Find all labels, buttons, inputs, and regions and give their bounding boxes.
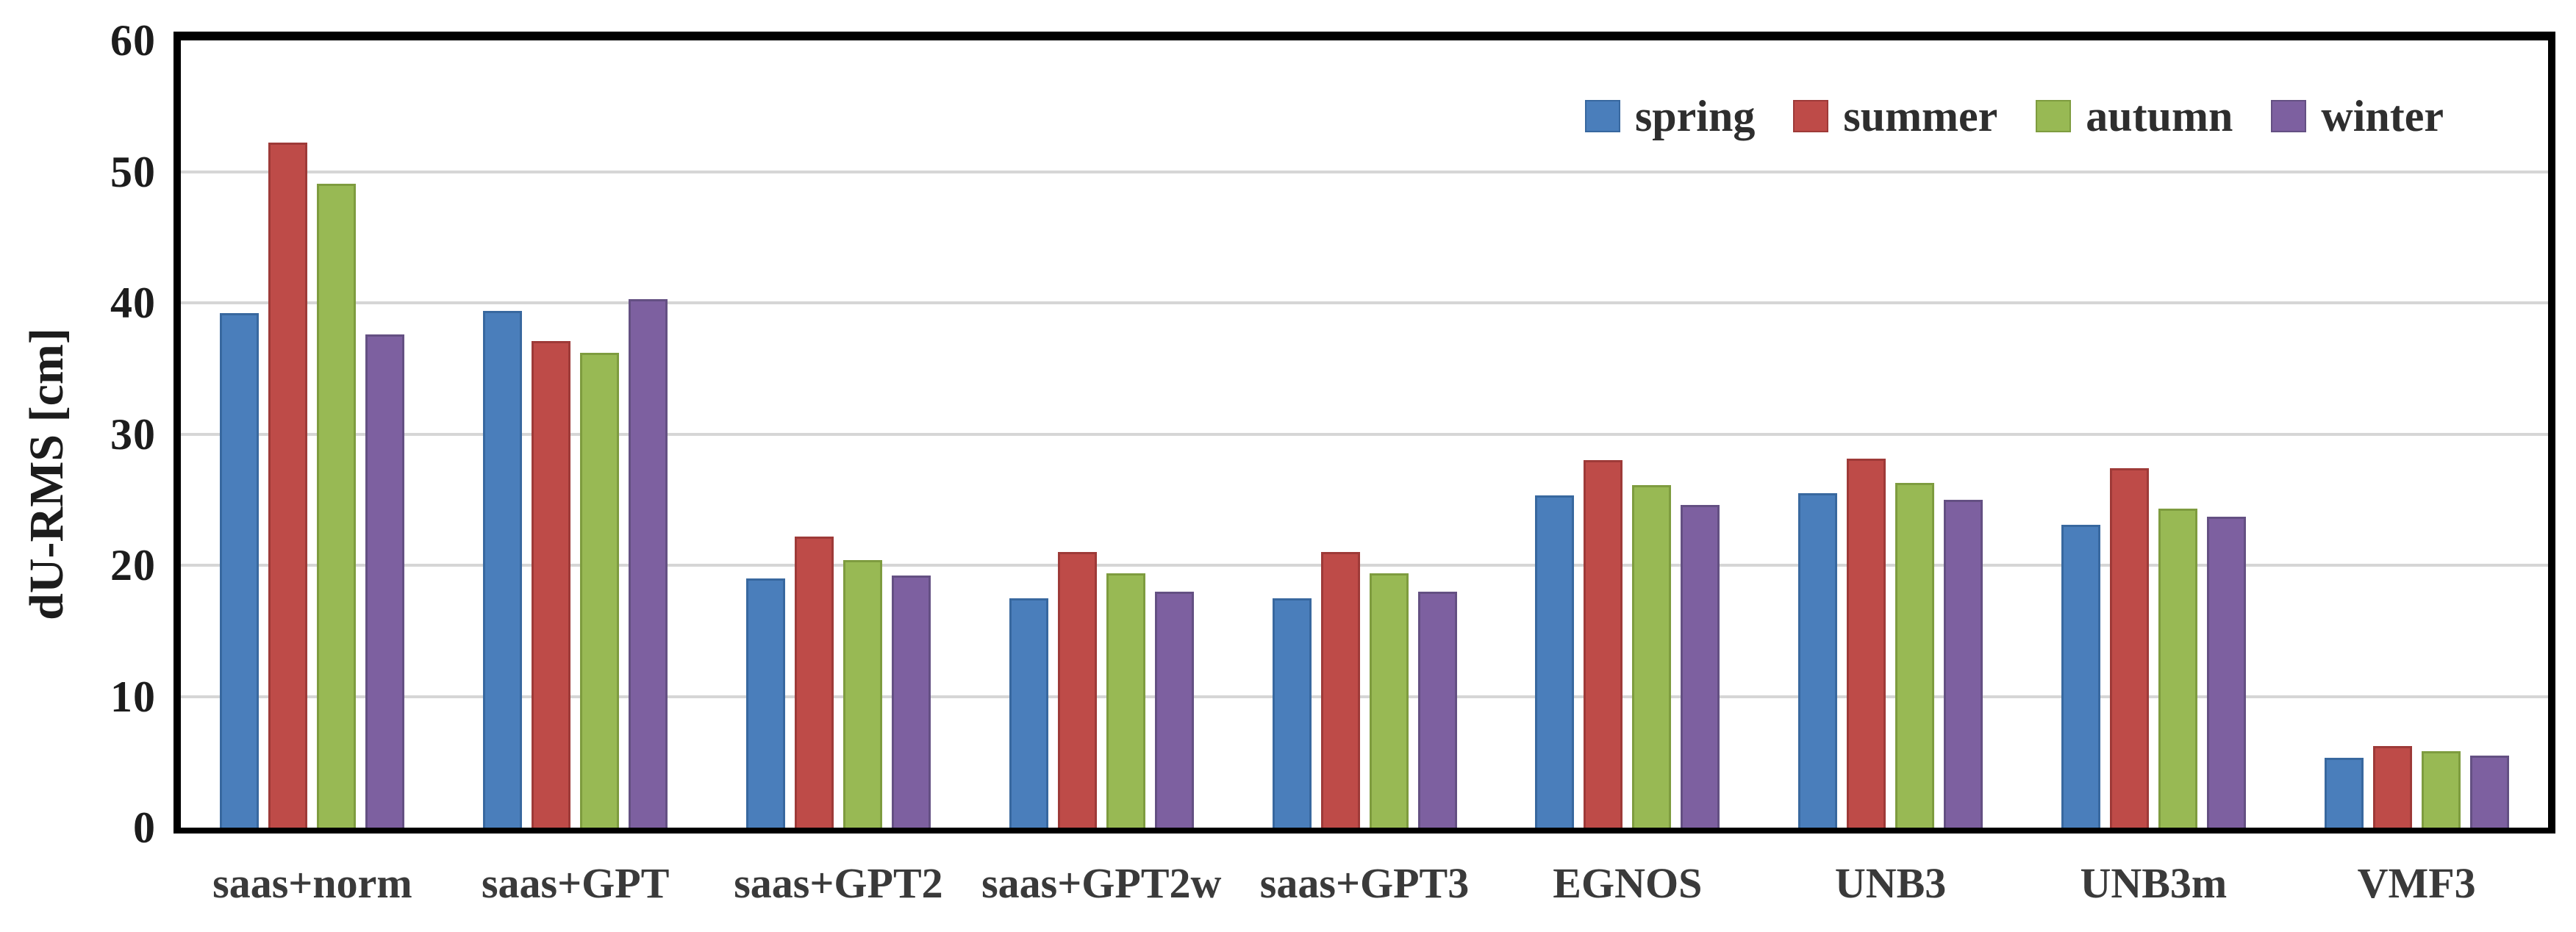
bar-EGNOS-autumn xyxy=(1632,485,1672,828)
bar-group-VMF3 xyxy=(2285,40,2548,828)
legend-swatch-summer xyxy=(1793,100,1829,132)
gridlines-layer xyxy=(181,40,2548,828)
bar-UNB3m-spring xyxy=(2061,524,2100,828)
bar-EGNOS-summer xyxy=(1584,460,1623,828)
bar-saas+GPT2w-summer xyxy=(1057,552,1097,828)
y-tick-label-10: 10 xyxy=(110,672,156,721)
bar-saas+GPT-spring xyxy=(483,310,523,828)
legend-label-summer: summer xyxy=(1843,92,1998,140)
legend-item-summer: summer xyxy=(1793,94,1997,138)
legend-swatch-autumn xyxy=(2036,100,2072,132)
bar-saas+norm-autumn xyxy=(317,183,357,828)
gridline-30 xyxy=(181,432,2548,436)
bar-group-EGNOS xyxy=(1496,40,1759,828)
gridline-20 xyxy=(181,564,2548,567)
legend-label-autumn: autumn xyxy=(2086,92,2233,140)
bar-saas+GPT3-winter xyxy=(1417,591,1457,828)
bar-VMF3-autumn xyxy=(2421,751,2461,828)
y-tick-label-50: 50 xyxy=(110,147,156,196)
bar-saas+GPT3-autumn xyxy=(1369,573,1409,828)
x-label-saas+GPT2: saas+GPT2 xyxy=(734,859,943,907)
gridline-40 xyxy=(181,301,2548,305)
bar-saas+GPT-autumn xyxy=(580,352,620,828)
y-tick-label-60: 60 xyxy=(110,16,156,65)
y-tick-label-40: 40 xyxy=(110,279,156,327)
legend: spring summer autumn winter xyxy=(1584,92,2444,140)
bar-saas+GPT-winter xyxy=(629,298,668,828)
x-label-EGNOS: EGNOS xyxy=(1553,859,1703,907)
x-label-UNB3m: UNB3m xyxy=(2080,859,2228,907)
bars-layer xyxy=(181,40,2548,828)
gridline-10 xyxy=(181,695,2548,698)
bar-EGNOS-winter xyxy=(1681,504,1720,828)
bar-VMF3-spring xyxy=(2324,758,2364,828)
plot-area xyxy=(173,32,2555,834)
y-tick-label-30: 30 xyxy=(110,409,156,459)
bar-saas+GPT2w-winter xyxy=(1154,591,1194,828)
bar-group-saas+GPT xyxy=(444,40,707,828)
bar-group-UNB3 xyxy=(1759,40,2022,828)
x-label-UNB3: UNB3 xyxy=(1834,859,1947,907)
legend-swatch-winter xyxy=(2271,100,2307,132)
bar-UNB3-spring xyxy=(1798,492,1838,828)
legend-item-autumn: autumn xyxy=(2036,94,2233,138)
bar-VMF3-winter xyxy=(2469,755,2509,828)
bar-saas+norm-winter xyxy=(365,334,405,828)
gridline-50 xyxy=(181,170,2548,173)
y-tick-label-20: 20 xyxy=(110,541,156,589)
bar-saas+GPT2-summer xyxy=(794,536,834,828)
bar-group-UNB3m xyxy=(2022,40,2285,828)
bar-UNB3m-winter xyxy=(2206,516,2246,828)
bar-UNB3m-autumn xyxy=(2158,509,2197,828)
bar-saas+GPT2-spring xyxy=(745,578,785,828)
x-label-saas+GPT2w: saas+GPT2w xyxy=(981,859,1222,907)
bar-UNB3-autumn xyxy=(1895,482,1935,828)
x-label-saas+norm: saas+norm xyxy=(212,859,412,907)
bar-saas+GPT3-summer xyxy=(1320,552,1360,828)
legend-item-spring: spring xyxy=(1584,92,1756,140)
y-tick-label-0: 0 xyxy=(133,803,156,852)
bar-saas+GPT2w-spring xyxy=(1009,598,1048,828)
bar-group-saas+norm xyxy=(181,40,444,828)
bar-group-saas+GPT3 xyxy=(1233,40,1496,828)
legend-item-winter: winter xyxy=(2271,94,2444,138)
x-label-saas+GPT: saas+GPT xyxy=(481,859,670,907)
bar-VMF3-summer xyxy=(2372,746,2412,828)
bar-saas+GPT3-spring xyxy=(1272,598,1312,828)
bar-saas+GPT-summer xyxy=(532,340,571,828)
legend-swatch-spring xyxy=(1584,100,1620,132)
bar-UNB3-winter xyxy=(1944,499,1983,828)
legend-label-winter: winter xyxy=(2321,92,2444,140)
bar-group-saas+GPT2 xyxy=(707,40,970,828)
bar-group-saas+GPT2w xyxy=(970,40,1233,828)
x-label-VMF3: VMF3 xyxy=(2357,859,2476,907)
bar-saas+GPT2w-autumn xyxy=(1106,573,1145,828)
bar-saas+GPT2-autumn xyxy=(842,559,882,828)
bar-saas+norm-spring xyxy=(220,313,260,828)
x-axis-labels: saas+norm saas+GPT saas+GPT2 saas+GPT2w saas… xyxy=(181,853,2548,914)
legend-label-spring: spring xyxy=(1634,92,1756,140)
bar-EGNOS-spring xyxy=(1535,495,1575,828)
bar-saas+GPT2-winter xyxy=(891,576,931,828)
bar-saas+norm-summer xyxy=(268,143,308,828)
bar-UNB3m-summer xyxy=(2109,467,2149,828)
bar-UNB3-summer xyxy=(1847,459,1886,828)
x-label-saas+GPT3: saas+GPT3 xyxy=(1259,859,1470,907)
